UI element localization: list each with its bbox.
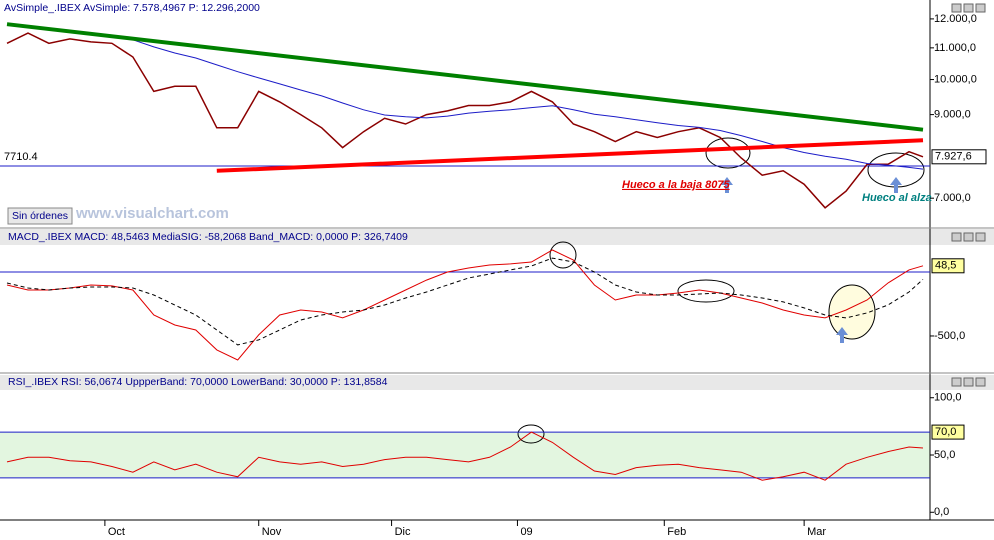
panel-icons <box>951 3 986 387</box>
highlight-ellipse <box>828 284 876 340</box>
x-tick-label: Feb <box>667 526 686 538</box>
x-tick-label: Oct <box>108 526 125 538</box>
y-tick-label: 10.000,0 <box>934 73 977 85</box>
reference-label: 7710.4 <box>4 151 38 163</box>
value-box-label: 70,0 <box>935 426 956 438</box>
trend-line <box>6 22 924 132</box>
arrow-up <box>836 327 848 343</box>
y-tick-label: 7.000,0 <box>934 192 971 204</box>
y-tick-label: 12.000,0 <box>934 13 977 25</box>
panel-header-bar <box>0 375 994 390</box>
value-box <box>931 149 987 165</box>
series-line <box>6 249 924 361</box>
annotation: Hueco al alza <box>862 192 932 204</box>
panel-header-bar <box>0 229 994 245</box>
x-tick-label: Dic <box>395 526 411 538</box>
highlight-ellipse <box>549 241 577 269</box>
y-tick-label: -500,0 <box>934 330 965 342</box>
series-line <box>6 257 924 346</box>
panel-title: RSI_.IBEX RSI: 56,0674 UppperBand: 70,00… <box>8 376 388 388</box>
y-tick-label: 0,0 <box>934 506 949 518</box>
y-tick-label: 50,0 <box>934 449 955 461</box>
highlight-ellipse <box>517 424 545 444</box>
band-fill <box>0 432 930 478</box>
panel-title: AvSimple_.IBEX AvSimple: 7.578,4967 P: 1… <box>4 2 260 14</box>
value-box <box>931 258 965 274</box>
y-tick-label: 9.000,0 <box>934 109 971 121</box>
series-line <box>6 32 924 209</box>
y-tick-label: 100,0 <box>934 392 962 404</box>
y-tick-label: 11.000,0 <box>934 42 976 54</box>
arrow-up <box>721 177 733 193</box>
value-box-label: 48,5 <box>935 260 956 272</box>
x-tick-label: Mar <box>807 526 826 538</box>
trend-line <box>216 138 924 173</box>
arrow-up <box>890 177 902 193</box>
highlight-ellipse <box>677 279 735 303</box>
button-label[interactable]: Sin órdenes <box>12 210 68 222</box>
value-box <box>931 424 965 440</box>
highlight-ellipse <box>705 137 751 169</box>
value-box-label: 7.927,6 <box>935 151 972 163</box>
x-tick-label: Nov <box>262 526 282 538</box>
panel-title: MACD_.IBEX MACD: 48,5463 MediaSIG: -58,2… <box>8 231 408 243</box>
annotation: Hueco a la baja 8075 <box>622 179 730 191</box>
watermark: www.visualchart.com <box>75 205 229 222</box>
series-line <box>6 431 924 481</box>
x-tick-label: 09 <box>520 526 532 538</box>
button[interactable] <box>7 207 73 225</box>
